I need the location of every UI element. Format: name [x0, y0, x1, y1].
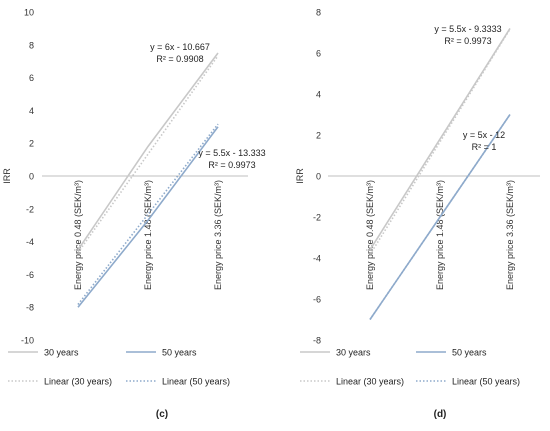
trendline-equation: y = 5x - 12: [463, 130, 505, 140]
y-tick-label: 0: [29, 172, 34, 182]
legend-label: 30 years: [44, 348, 79, 358]
series-line-50-years: [77, 126, 219, 308]
series-line-linear-50-years-: [77, 123, 219, 305]
trendline-r-squared: R² = 0.9973: [208, 160, 255, 170]
y-tick-label: 4: [316, 90, 321, 100]
y-axis-label: IRR: [2, 168, 12, 184]
legend-label: Linear (50 years): [452, 377, 520, 387]
y-tick-label: -8: [26, 303, 34, 313]
series-line-30-years: [77, 52, 219, 251]
x-tick-label: Energy price 0.48 (SEK/m³): [365, 180, 375, 290]
y-tick-label: 2: [29, 139, 34, 149]
series-line-linear-30-years-: [369, 28, 511, 255]
y-tick-label: 8: [316, 8, 321, 18]
y-tick-label: -4: [313, 254, 321, 264]
y-tick-label: 6: [29, 73, 34, 83]
y-tick-label: 4: [29, 106, 34, 116]
y-tick-label: -4: [26, 237, 34, 247]
x-tick-label: Energy price 0.48 (SEK/m³): [73, 180, 83, 290]
y-tick-label: -2: [26, 204, 34, 214]
series-line-linear-50-years-: [369, 114, 511, 320]
series-line-30-years: [369, 27, 511, 251]
legend-label: Linear (50 years): [162, 377, 230, 387]
trendline-equation: y = 5.5x - 13.333: [198, 148, 265, 158]
y-tick-label: -2: [313, 213, 321, 223]
x-tick-label: Energy price 3.36 (SEK/m³): [213, 180, 223, 290]
y-tick-label: -8: [313, 336, 321, 346]
y-tick-label: -10: [21, 336, 34, 346]
legend-label: 50 years: [452, 348, 487, 358]
y-tick-label: 6: [316, 49, 321, 59]
y-axis-label: IRR: [295, 168, 305, 184]
trendline-r-squared: R² = 0.9973: [444, 36, 491, 46]
y-tick-label: 0: [316, 172, 321, 182]
x-tick-label: Energy price 1.48 (SEK/m³): [143, 180, 153, 290]
trendline-r-squared: R² = 0.9908: [156, 54, 203, 64]
x-tick-label: Energy price 3.36 (SEK/m³): [505, 180, 515, 290]
legend-label: 30 years: [336, 348, 371, 358]
trendline-r-squared: R² = 1: [472, 142, 497, 152]
panel-label: (c): [156, 409, 168, 420]
y-tick-label: -6: [313, 295, 321, 305]
trendline-equation: y = 6x - 10.667: [150, 42, 210, 52]
legend-label: Linear (30 years): [44, 377, 112, 387]
legend-label: Linear (30 years): [336, 377, 404, 387]
x-tick-label: Energy price 1.48 (SEK/m³): [435, 180, 445, 290]
y-tick-label: 10: [24, 8, 34, 18]
chart-panel-d: 8 6 4 2 0 -2 -4 -6 -8 IRR Energy price 0.48 (SEK/m…: [295, 8, 540, 420]
y-tick-label: -6: [26, 270, 34, 280]
y-tick-label: 8: [29, 40, 34, 50]
panel-label: (d): [434, 409, 447, 420]
chart-panel-c: 10 8 6 4 2 0 -2 -4 -6 -8 -10 IRR Energy price 0.48 (…: [2, 8, 266, 421]
trendline-equation: y = 5.5x - 9.3333: [434, 24, 501, 34]
legend-label: 50 years: [162, 348, 197, 358]
y-tick-label: 2: [316, 131, 321, 141]
